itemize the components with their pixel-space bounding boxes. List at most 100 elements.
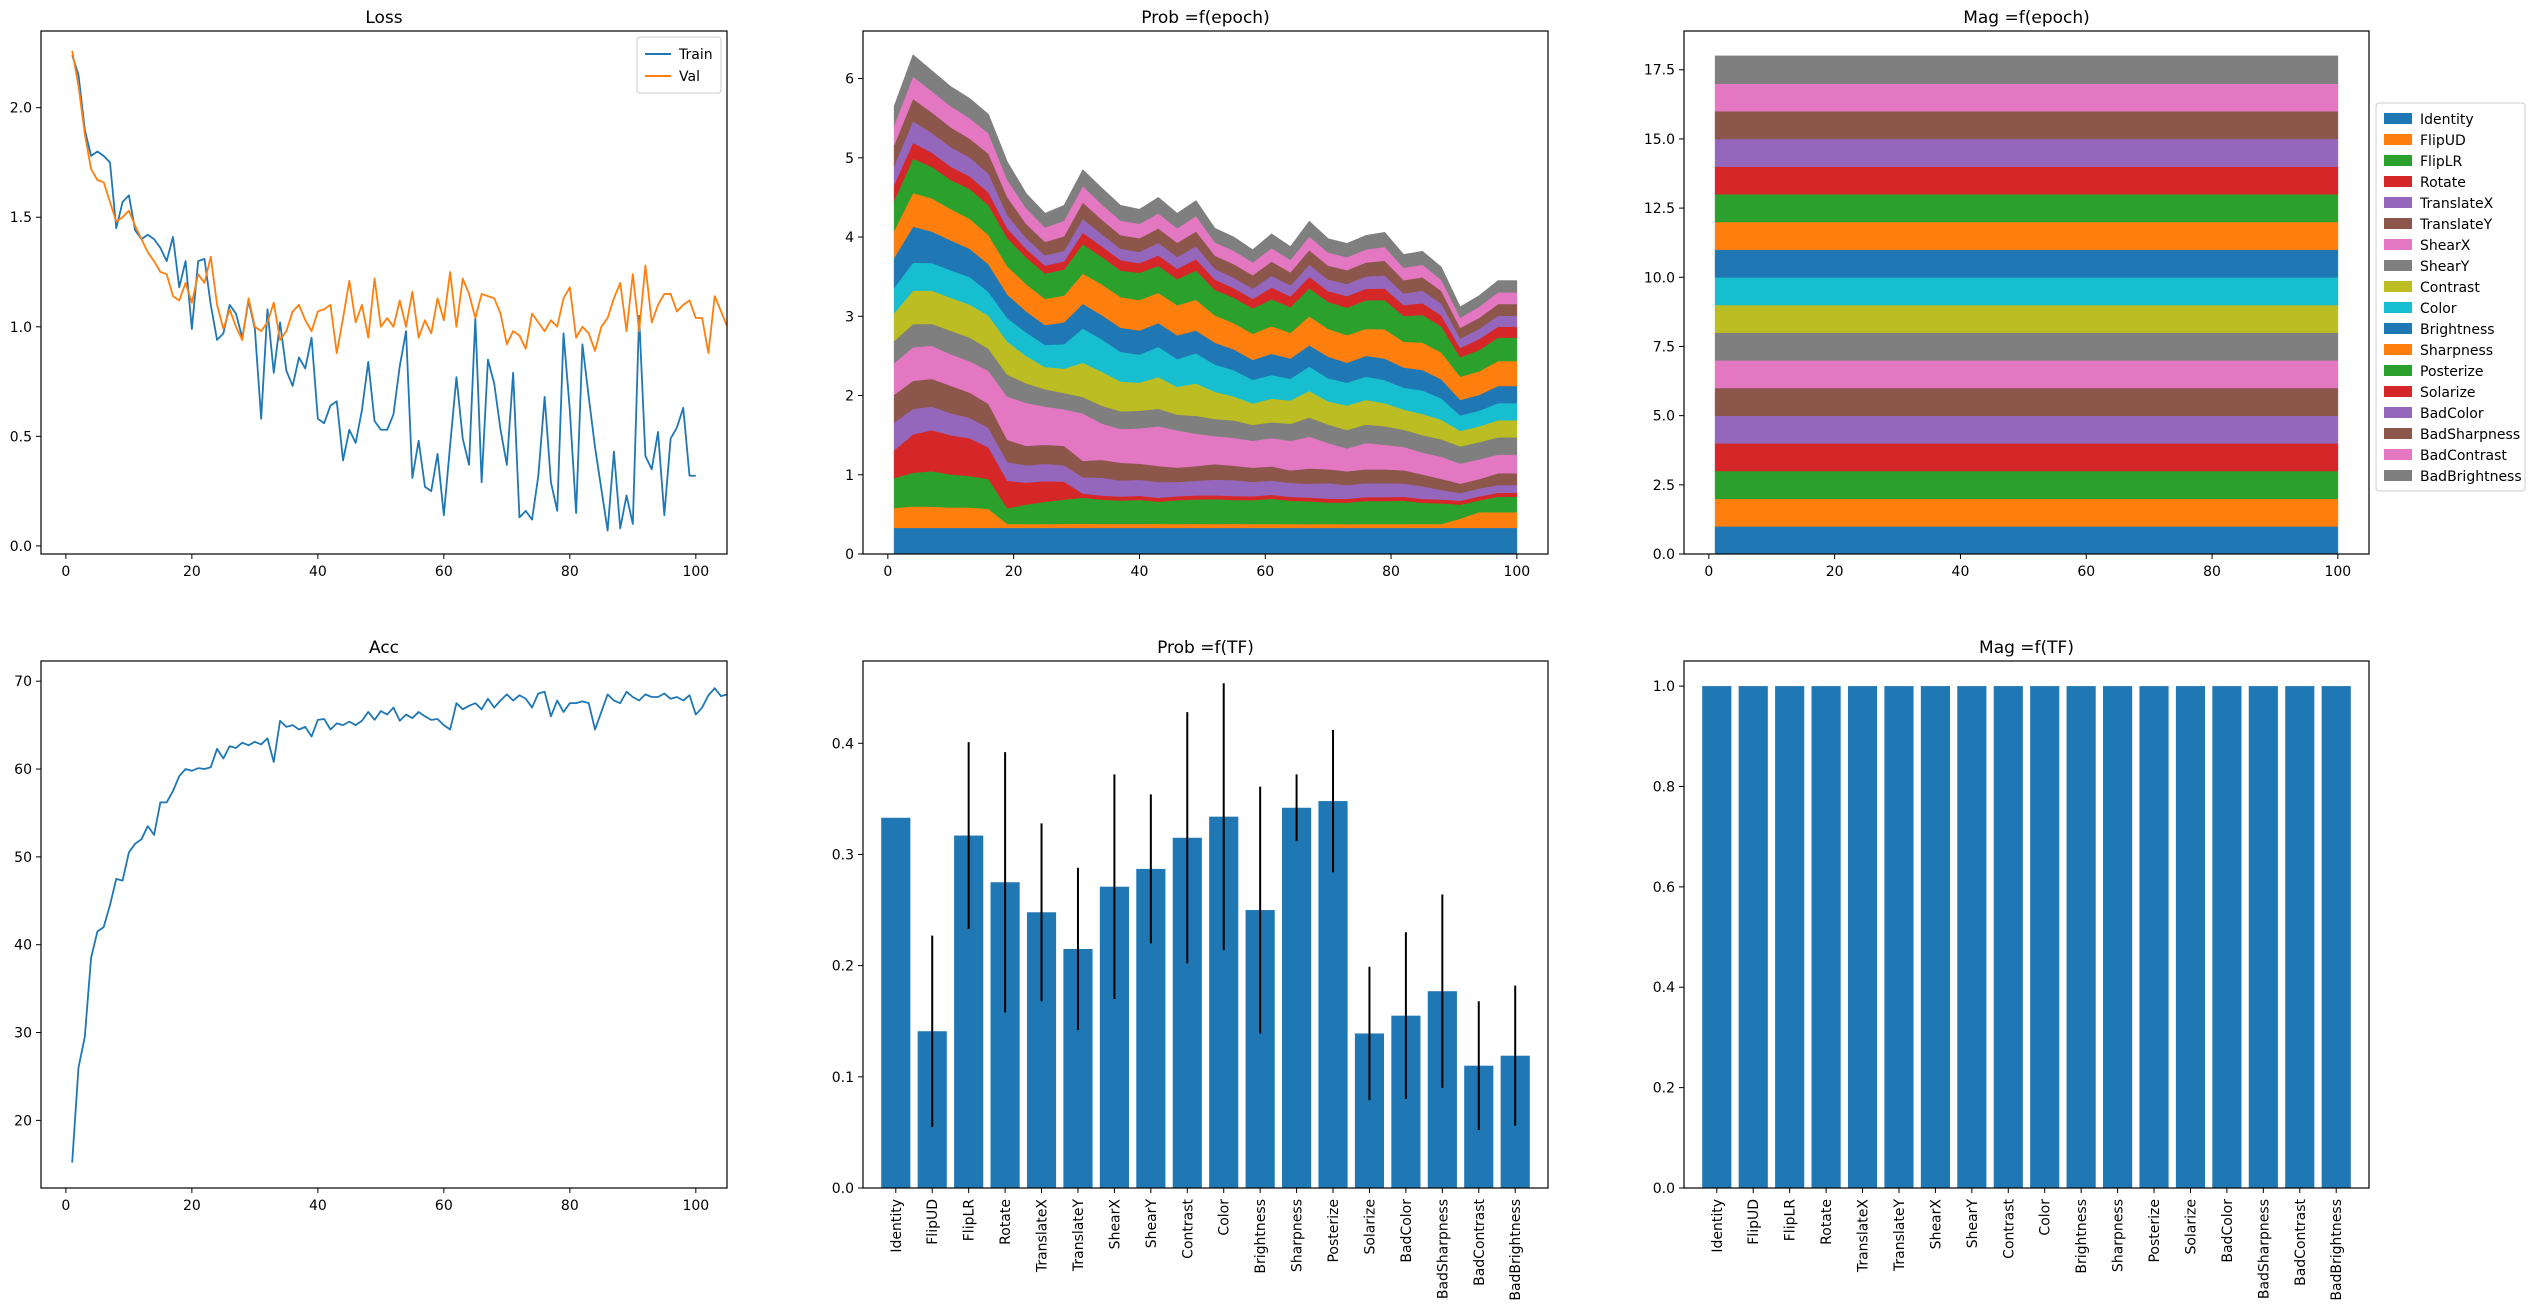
acc-title: Acc <box>369 638 399 658</box>
mag_epoch-legend-label-posterize: Posterize <box>2420 364 2484 380</box>
mag_epoch-area-identity <box>1714 526 2339 554</box>
prob_epoch-xtick-label: 100 <box>1503 564 1530 580</box>
mag_epoch-area-translatey <box>1714 387 2339 416</box>
mag_epoch-legend-label-flipud: FlipUD <box>2420 133 2466 149</box>
mag_tf-bar-sheary <box>1957 686 1987 1188</box>
mag_epoch-legend-swatch-contrast <box>2384 281 2412 292</box>
prob_tf-xtick-label: ShearY <box>1144 1199 1160 1249</box>
mag_epoch-ytick-label: 10.0 <box>1644 270 1675 286</box>
mag_epoch-legend-label-badcontrast: BadContrast <box>2420 448 2507 464</box>
mag_epoch-legend-label-solarize: Solarize <box>2420 385 2476 401</box>
prob_tf-ytick-label: 0.3 <box>832 847 854 863</box>
prob_tf-xtick-label: BadColor <box>1399 1199 1415 1263</box>
prob_epoch-ytick-label: 1 <box>845 468 854 484</box>
mag_epoch-area-badbrightness <box>1714 55 2339 84</box>
prob_epoch-ytick-label: 4 <box>845 230 854 246</box>
mag_tf-title: Mag =f(TF) <box>1979 638 2074 658</box>
mag_tf-bar-fliplr <box>1775 686 1805 1188</box>
loss-series-line-train <box>71 54 696 532</box>
prob_tf-xtick-label: Identity <box>889 1199 905 1253</box>
prob_tf-frame <box>862 660 1549 1189</box>
mag_epoch-legend-swatch-shearx <box>2384 239 2412 250</box>
mag_epoch-legend-label-contrast: Contrast <box>2420 280 2480 296</box>
prob_tf-xtick-label: Color <box>1217 1199 1233 1236</box>
acc-frame <box>40 660 728 1189</box>
mag_tf-xtick-label: Identity <box>1710 1199 1726 1253</box>
acc-xtick-label: 80 <box>561 1198 579 1214</box>
prob_tf-xtick-label: Posterize <box>1326 1199 1342 1263</box>
prob_epoch-ytick-label: 5 <box>845 151 854 167</box>
prob_epoch-area-identity <box>893 527 1518 554</box>
mag_epoch-area-fliplr <box>1714 470 2339 499</box>
prob_tf-xtick-label: Solarize <box>1362 1199 1378 1255</box>
mag_epoch-ytick-label: 15.0 <box>1644 132 1675 148</box>
mag_epoch-ytick-label: 12.5 <box>1644 201 1675 217</box>
mag_tf-ytick-label: 0.0 <box>1653 1181 1675 1197</box>
loss-frame <box>40 30 728 555</box>
prob_tf-xtick-label: Contrast <box>1180 1198 1196 1258</box>
mag_epoch-legend-swatch-badcolor <box>2384 407 2412 418</box>
mag_epoch-xtick-label: 0 <box>1704 564 1713 580</box>
mag_tf-ytick-label: 0.2 <box>1653 1081 1675 1097</box>
mag_tf-xtick-label: Color <box>2038 1199 2054 1236</box>
mag_tf-ytick-label: 0.6 <box>1653 880 1675 896</box>
loss-legend: Train Val <box>636 36 722 94</box>
mag_epoch-xtick-label: 100 <box>2324 564 2351 580</box>
prob_epoch-xtick-label: 60 <box>1256 564 1274 580</box>
mag_epoch-legend-swatch-posterize <box>2384 365 2412 376</box>
mag_epoch-ytick-label: 5.0 <box>1653 409 1675 425</box>
mag_epoch-legend-swatch-identity <box>2384 113 2412 124</box>
loss-xtick-label: 20 <box>183 564 201 580</box>
mag_tf-bar-contrast <box>1993 686 2023 1188</box>
acc-xtick-label: 20 <box>183 1198 201 1214</box>
mag_epoch-legend-swatch-fliplr <box>2384 155 2412 166</box>
prob_tf-ytick-label: 0.2 <box>832 959 854 975</box>
mag_tf-bar-flipud <box>1738 686 1768 1188</box>
mag_epoch-legend-swatch-color <box>2384 302 2412 313</box>
mag_epoch-area-sheary <box>1714 332 2339 361</box>
prob_epoch-xtick-label: 40 <box>1131 564 1149 580</box>
mag_epoch-area-rotate <box>1714 443 2339 472</box>
mag_tf-bar-brightness <box>2066 686 2096 1188</box>
prob_tf-ytick-label: 0.1 <box>832 1070 854 1086</box>
mag_epoch-area-translatex <box>1714 415 2339 444</box>
mag_tf-xtick-label: FlipUD <box>1746 1199 1762 1245</box>
mag_tf-bar-rotate <box>1811 686 1841 1188</box>
mag_tf-xtick-label: BadSharpness <box>2256 1199 2272 1299</box>
prob_epoch-ytick-label: 0 <box>845 547 854 563</box>
prob_epoch-frame <box>862 30 1549 555</box>
mag_epoch-legend-swatch-sheary <box>2384 260 2412 271</box>
mag_epoch-legend-swatch-translatex <box>2384 197 2412 208</box>
prob_tf-xtick-label: FlipLR <box>962 1199 978 1242</box>
mag_tf-xtick-label: FlipLR <box>1783 1199 1799 1242</box>
mag_tf-ytick-label: 0.4 <box>1653 980 1675 996</box>
mag_tf-bar-translatey <box>1884 686 1914 1188</box>
prob_tf-bar-identity <box>881 817 911 1188</box>
acc-xtick-label: 100 <box>682 1198 709 1214</box>
prob_epoch-plot-area <box>893 54 1518 554</box>
mag_epoch-xtick-label: 60 <box>2077 564 2095 580</box>
loss-ytick-label: 1.0 <box>10 320 32 336</box>
mag_epoch-xtick-label: 20 <box>1826 564 1844 580</box>
acc-xtick-label: 60 <box>435 1198 453 1214</box>
prob_tf-xtick-label: Sharpness <box>1290 1199 1306 1272</box>
mag_tf-xtick-label: BadColor <box>2220 1199 2236 1263</box>
mag_tf-bar-badcontrast <box>2285 686 2315 1188</box>
mag_tf-bar-shearx <box>1920 686 1950 1188</box>
prob_tf-xtick-label: TranslateX <box>1035 1199 1051 1274</box>
mag_epoch-area-posterize <box>1714 193 2339 223</box>
acc-ytick-label: 30 <box>14 1026 32 1042</box>
mag_epoch-area-badcontrast <box>1714 83 2339 112</box>
loss-plot-area <box>71 50 727 532</box>
mag_epoch-area-solarize <box>1714 166 2339 195</box>
mag_epoch-area-badsharpness <box>1714 110 2339 140</box>
loss-ytick-label: 0.5 <box>10 429 32 445</box>
mag_tf-bar-badcolor <box>2212 686 2242 1188</box>
mag_epoch-legend-label-identity: Identity <box>2420 112 2474 128</box>
mag_tf-xtick-label: BadBrightness <box>2329 1199 2345 1301</box>
loss-xtick-label: 100 <box>682 564 709 580</box>
mag_epoch-legend-swatch-sharpness <box>2384 344 2412 355</box>
prob_epoch-xtick-label: 80 <box>1382 564 1400 580</box>
mag_epoch-ytick-label: 7.5 <box>1653 339 1675 355</box>
